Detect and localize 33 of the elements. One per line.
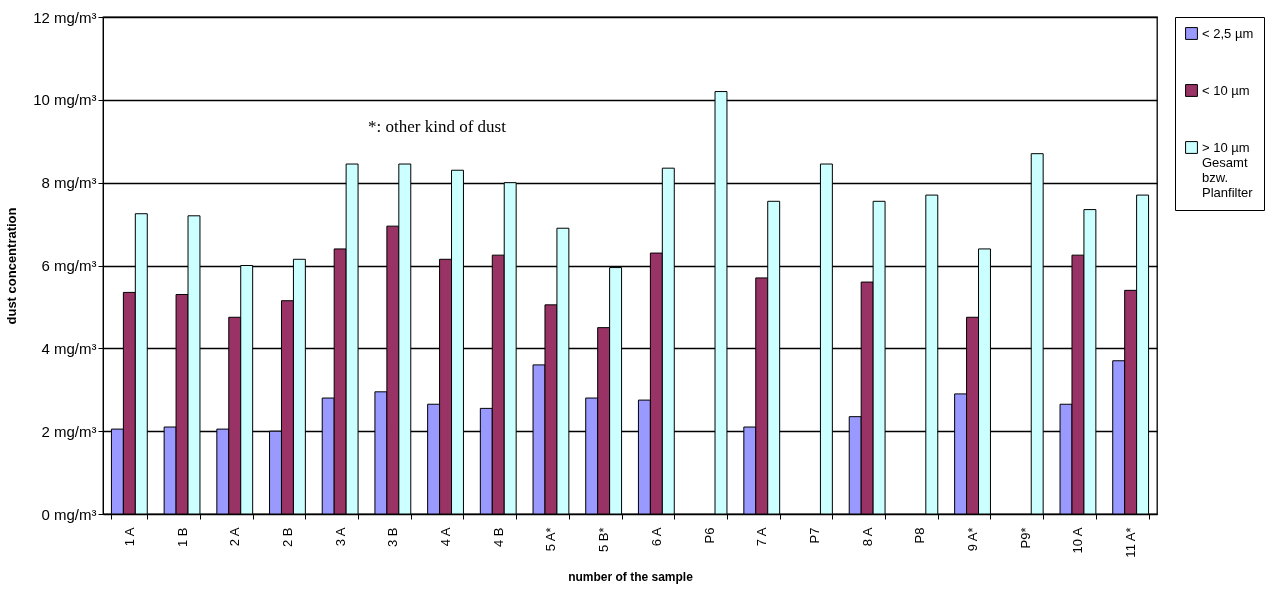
- x-tick-label: 3 A: [332, 527, 348, 547]
- x-tick-label: 3 B: [385, 527, 401, 548]
- x-tick-label: 2 B: [279, 527, 295, 548]
- x-tick-label: 4 B: [490, 527, 506, 548]
- y-tick-label: 2 mg/m³: [41, 422, 97, 440]
- x-tick-label: 11 A*: [1123, 527, 1139, 558]
- x-tick-label: P9*: [1017, 527, 1033, 549]
- x-axis-title: number of the sample: [568, 570, 694, 585]
- y-tick-label: 12 mg/m³: [33, 8, 97, 26]
- annotation: *: other kind of dust: [368, 117, 507, 136]
- y-tick-label: 10 mg/m³: [33, 91, 97, 109]
- x-tick-label: 8 A: [859, 527, 875, 547]
- x-tick-label: 5 A*: [543, 527, 559, 552]
- x-tick-label: P7: [806, 527, 822, 544]
- y-tick-label: 4 mg/m³: [41, 339, 97, 357]
- x-tick-label: 1 B: [174, 527, 190, 548]
- legend-label: > 10 µm Gesamt bzw. Planfilter: [1202, 139, 1254, 200]
- x-tick-label: 5 B*: [596, 527, 612, 553]
- y-tick-label: 0 mg/m³: [41, 505, 97, 523]
- x-tick-label: 6 A: [648, 527, 664, 547]
- y-tick-label: 8 mg/m³: [41, 174, 97, 192]
- x-tick-label: 4 A: [438, 527, 454, 547]
- x-tick-label: P6: [701, 527, 717, 544]
- x-tick-label: 1 A: [121, 527, 137, 547]
- x-tick-label: 7 A: [754, 527, 770, 547]
- x-tick-label: 2 A: [227, 527, 243, 547]
- y-tick-label: 6 mg/m³: [41, 257, 97, 274]
- x-tick-label: P8: [912, 527, 928, 544]
- legend-label: < 10 µm: [1202, 82, 1250, 98]
- y-axis-title: dust concentration: [4, 207, 20, 325]
- legend-label: < 2,5 µm: [1202, 25, 1254, 41]
- x-tick-label: 10 A: [1070, 527, 1086, 554]
- x-tick-label: 9 A*: [965, 527, 981, 552]
